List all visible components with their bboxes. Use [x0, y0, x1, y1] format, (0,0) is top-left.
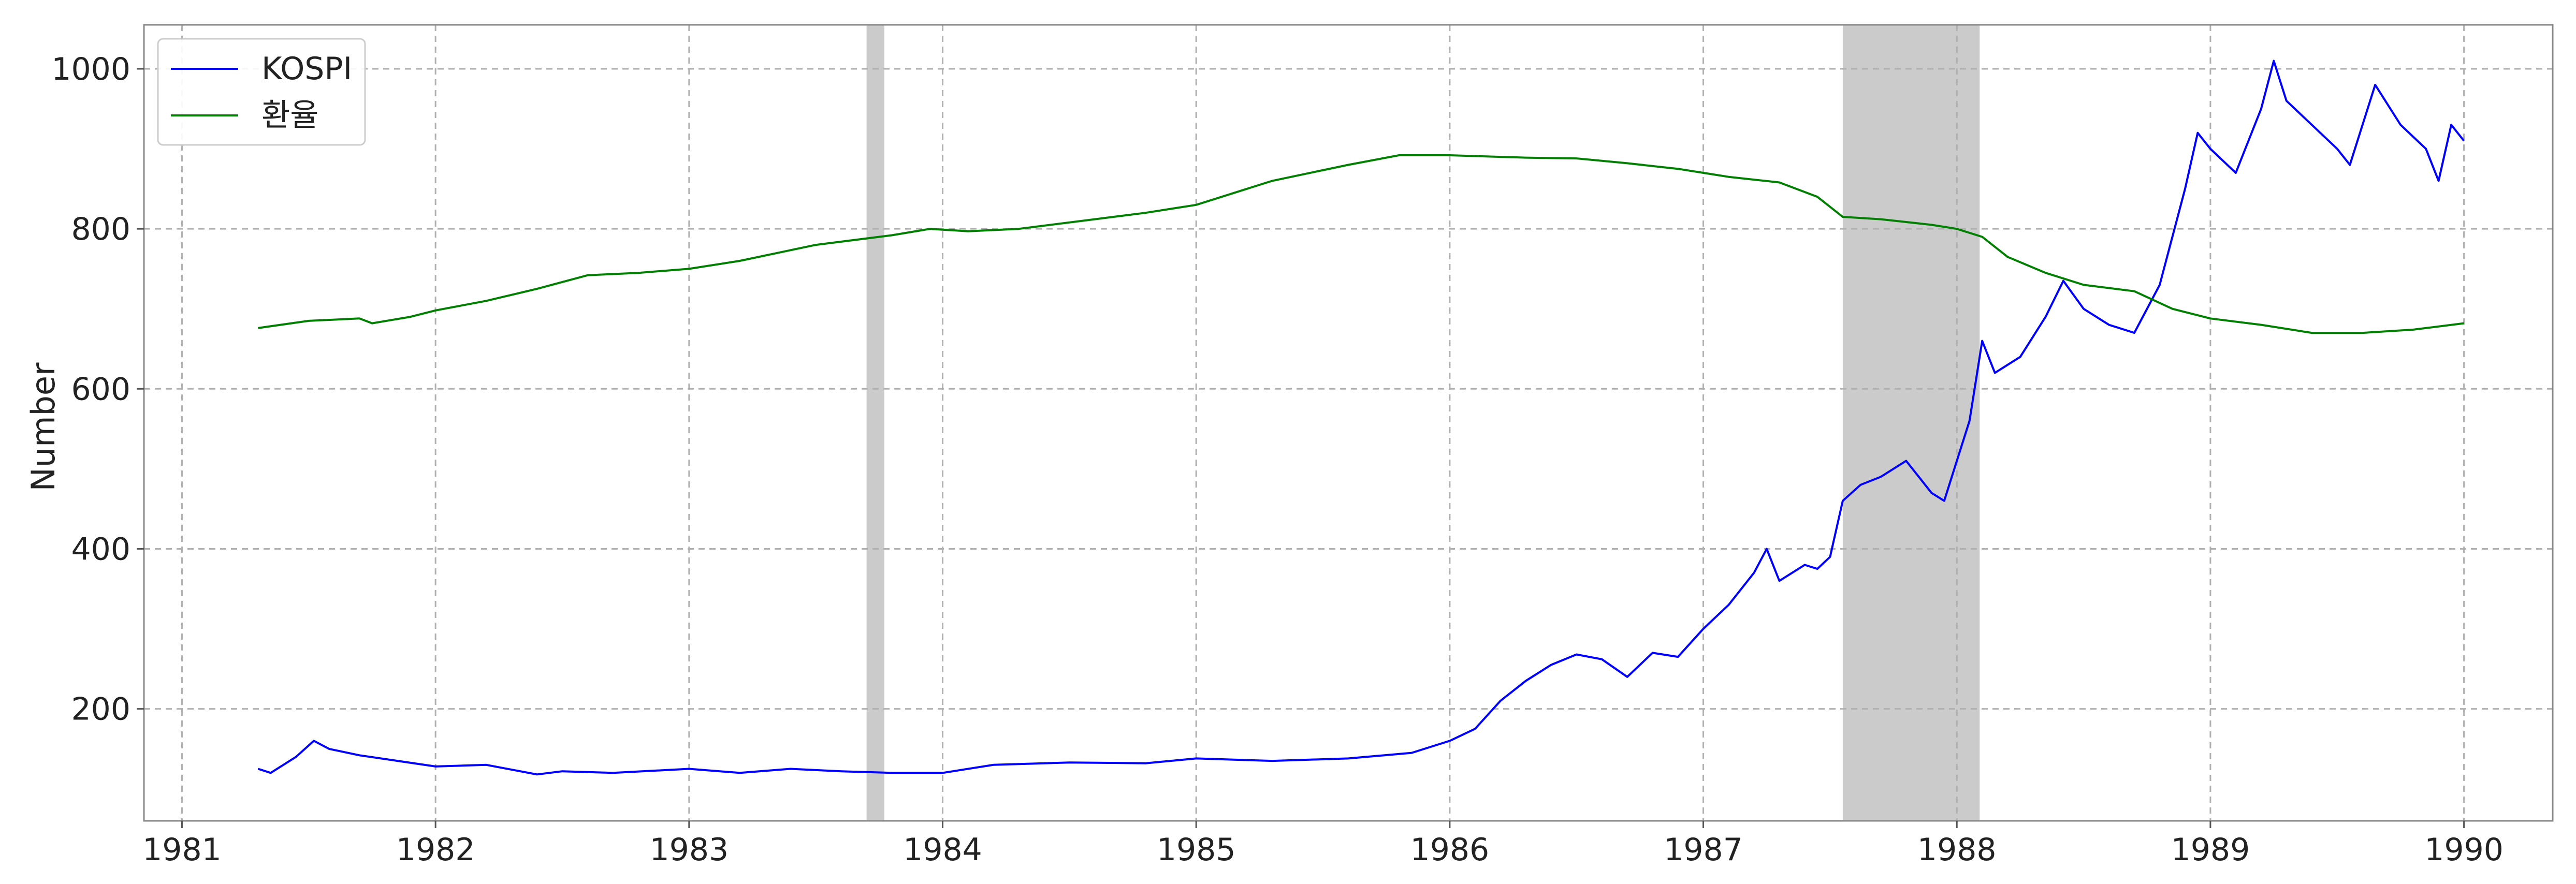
legend-label-kospi: KOSPI — [261, 51, 352, 87]
grid-lines — [144, 25, 2553, 821]
series-line-kospi — [257, 60, 2465, 776]
series-line-exchange-rate — [258, 154, 2464, 334]
plot-frame — [143, 24, 2554, 822]
shaded-region-1 — [1842, 25, 1980, 821]
y-tick-label: 600 — [71, 371, 130, 407]
x-tick-label: 1989 — [2171, 832, 2250, 868]
x-tick-label: 1990 — [2424, 832, 2504, 868]
y-tick-label: 200 — [71, 691, 130, 728]
x-tick-label: 1987 — [1664, 832, 1743, 868]
legend: KOSPI 환율 — [157, 38, 366, 146]
x-tick-label: 1982 — [396, 832, 475, 868]
y-axis: 200 400 600 800 1000 — [51, 51, 144, 728]
y-tick-label: 400 — [71, 531, 130, 567]
x-tick-label: 1981 — [142, 832, 222, 868]
y-tick-label: 800 — [71, 211, 130, 247]
legend-box — [157, 38, 366, 146]
y-axis-label: Number — [24, 362, 62, 492]
x-tick-label: 1988 — [1917, 832, 1997, 868]
x-axis: 1981 1982 1983 1984 1985 1986 1987 1988 1989 1990 — [142, 821, 2504, 868]
shaded-regions — [866, 25, 1980, 821]
legend-label-exchange-rate: 환율 — [261, 97, 318, 134]
x-tick-label: 1986 — [1410, 832, 1490, 868]
y-tick-label: 1000 — [51, 51, 130, 87]
x-tick-label: 1985 — [1157, 832, 1236, 868]
series-lines — [257, 60, 2465, 776]
x-tick-label: 1984 — [903, 832, 982, 868]
x-tick-label: 1983 — [649, 832, 729, 868]
shaded-region-0 — [866, 25, 884, 821]
